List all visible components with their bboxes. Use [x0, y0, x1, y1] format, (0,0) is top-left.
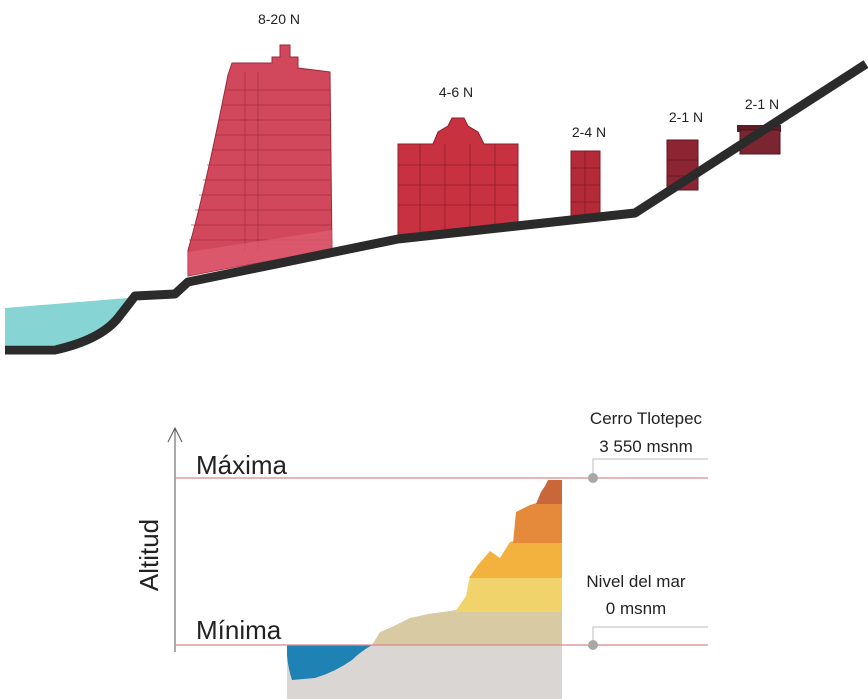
sea-depression [287, 645, 372, 680]
building-8-20 [187, 44, 333, 277]
altitude-diagram: Altitud Máxima Mínima Cerro Tlotepec 3 5… [134, 409, 708, 699]
terrain-band-2 [455, 576, 562, 612]
building-2-4 [570, 150, 601, 218]
max-annotation-connector [592, 458, 708, 478]
min-annotation-connector [592, 626, 708, 645]
ground-line [5, 60, 868, 355]
terrain-band-4 [513, 502, 562, 543]
axis-label: Altitud [134, 519, 164, 591]
min-annotation-value: 0 msnm [606, 599, 666, 618]
min-marker [588, 640, 598, 650]
building-4-6 [397, 117, 519, 236]
building-label-3: 2-4 N [572, 124, 606, 140]
building-label-2: 4-6 N [439, 84, 473, 100]
building-label-4: 2-1 N [669, 109, 703, 125]
min-label: Mínima [196, 615, 282, 645]
max-annotation-value: 3 550 msnm [599, 437, 693, 456]
terrain-band-1 [372, 609, 562, 645]
min-annotation-title: Nivel del mar [586, 572, 686, 591]
max-marker [588, 473, 598, 483]
building-label-5: 2-1 N [745, 96, 779, 112]
terrain-band-3 [469, 541, 562, 578]
urban-profile: 8-20 N 4-6 N 2-4 N 2-1 N 2-1 N [5, 11, 868, 355]
building-label-1: 8-20 N [258, 11, 300, 27]
axis-arrow-icon [167, 426, 183, 443]
max-label: Máxima [196, 450, 288, 480]
terrain-band-5 [536, 480, 562, 504]
max-annotation-title: Cerro Tlotepec [590, 409, 703, 428]
